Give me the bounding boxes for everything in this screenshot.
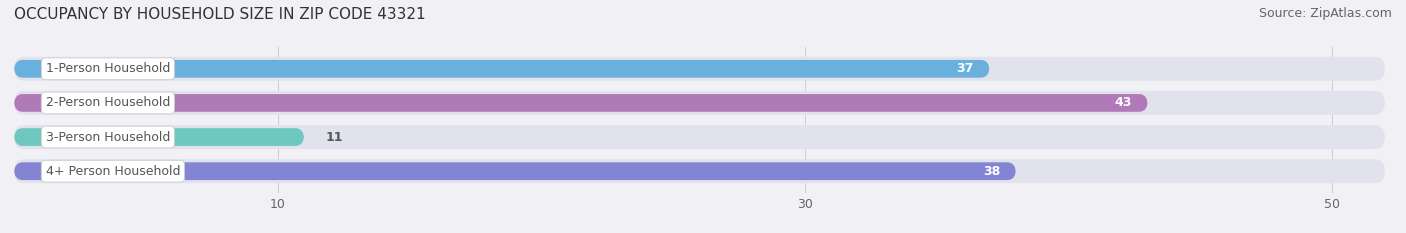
FancyBboxPatch shape <box>14 125 1385 149</box>
Text: 11: 11 <box>325 130 343 144</box>
FancyBboxPatch shape <box>14 57 1385 81</box>
FancyBboxPatch shape <box>14 159 1385 183</box>
Text: 1-Person Household: 1-Person Household <box>46 62 170 75</box>
Text: Source: ZipAtlas.com: Source: ZipAtlas.com <box>1258 7 1392 20</box>
FancyBboxPatch shape <box>14 94 1147 112</box>
Text: OCCUPANCY BY HOUSEHOLD SIZE IN ZIP CODE 43321: OCCUPANCY BY HOUSEHOLD SIZE IN ZIP CODE … <box>14 7 426 22</box>
Text: 38: 38 <box>983 165 1000 178</box>
FancyBboxPatch shape <box>14 91 1385 115</box>
FancyBboxPatch shape <box>14 60 990 78</box>
FancyBboxPatch shape <box>14 162 1017 180</box>
Text: 2-Person Household: 2-Person Household <box>46 96 170 110</box>
Text: 43: 43 <box>1115 96 1132 110</box>
Text: 4+ Person Household: 4+ Person Household <box>46 165 180 178</box>
Text: 37: 37 <box>956 62 974 75</box>
Text: 3-Person Household: 3-Person Household <box>46 130 170 144</box>
FancyBboxPatch shape <box>14 128 304 146</box>
